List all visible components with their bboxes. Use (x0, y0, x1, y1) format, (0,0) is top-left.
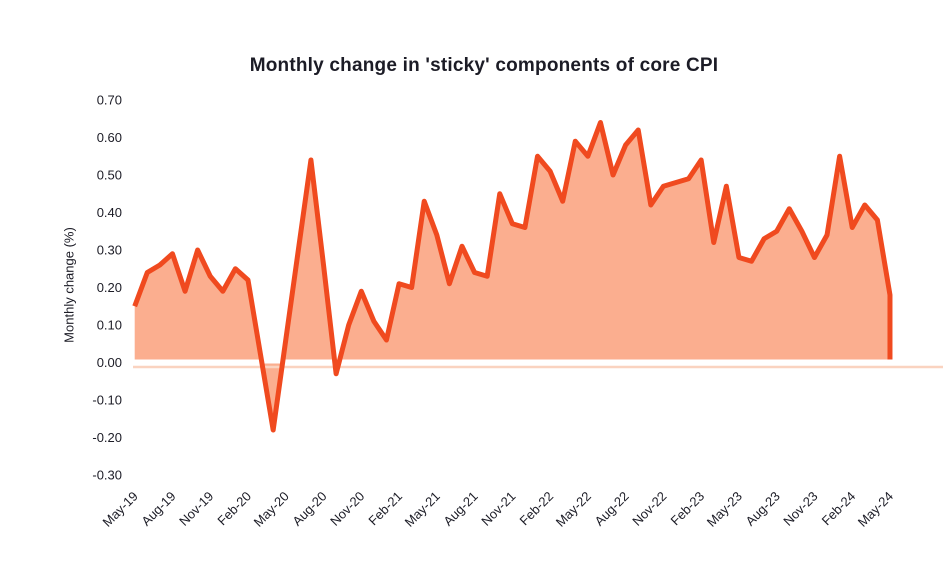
x-tick-label: Nov-19 (176, 489, 216, 529)
x-tick-label: Feb-23 (668, 489, 708, 529)
x-tick-label: Feb-20 (214, 489, 254, 529)
y-tick-label: 0.50 (97, 168, 122, 183)
x-tick-label: Feb-24 (819, 489, 859, 529)
x-tick-label: Aug-21 (440, 489, 480, 529)
x-tick-label: Nov-23 (780, 489, 820, 529)
x-tick-label: Feb-21 (365, 489, 405, 529)
x-tick-label: Aug-20 (289, 489, 329, 529)
x-tick-label: Nov-22 (629, 489, 669, 529)
y-tick-label: 0.00 (97, 355, 122, 370)
y-tick-label: 0.40 (97, 205, 122, 220)
x-tick-label: Aug-22 (592, 489, 632, 529)
series-line (132, 120, 893, 433)
x-tick-label: Nov-21 (478, 489, 518, 529)
x-tick-label: May-19 (100, 489, 141, 530)
y-tick-label: 0.10 (97, 318, 122, 333)
y-tick-label: 0.70 (97, 93, 122, 108)
x-tick-label: Aug-23 (743, 489, 783, 529)
area-fill (134, 122, 890, 430)
x-tick-label: Nov-20 (327, 489, 367, 529)
chart-title: Monthly change in 'sticky' components of… (249, 55, 719, 76)
y-tick-label: 0.30 (97, 243, 122, 258)
x-tick-label: May-23 (704, 489, 745, 530)
x-tick-label: Feb-22 (516, 489, 556, 529)
y-tick-label: 0.20 (97, 280, 122, 295)
x-tick-label: May-22 (553, 489, 594, 530)
y-tick-label: -0.30 (92, 468, 122, 483)
x-tick-label: May-21 (402, 489, 443, 530)
x-tick-label: Aug-19 (138, 489, 178, 529)
y-tick-label: 0.60 (97, 130, 122, 145)
y-tick-label: -0.10 (92, 393, 122, 408)
x-tick-label: May-24 (855, 489, 896, 530)
y-tick-label: -0.20 (92, 430, 122, 445)
x-tick-label: May-20 (251, 489, 292, 530)
